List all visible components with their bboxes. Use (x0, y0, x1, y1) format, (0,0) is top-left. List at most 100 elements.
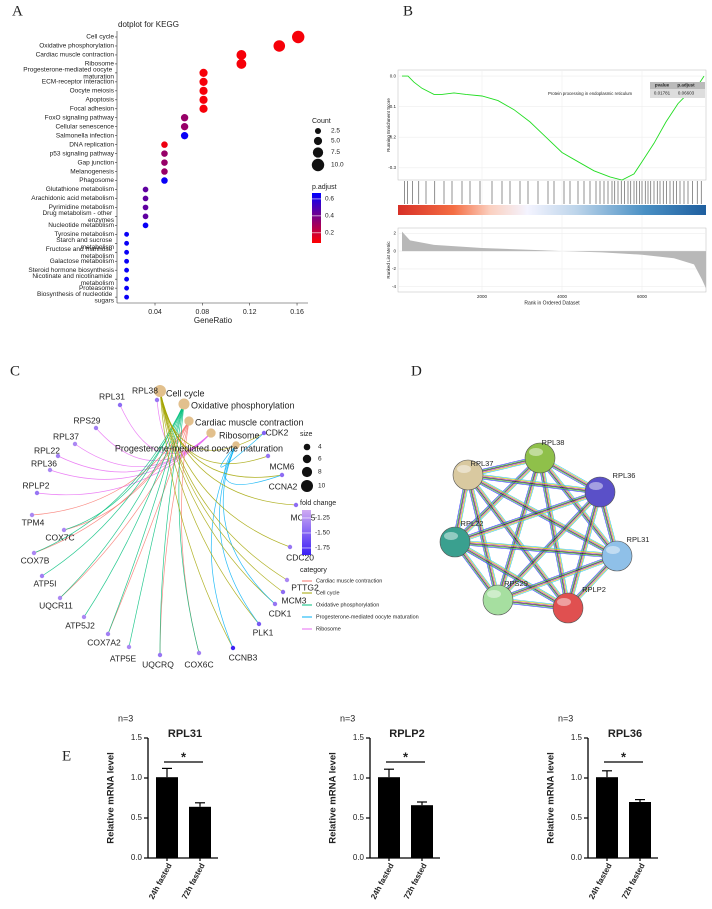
edge (467, 475, 617, 557)
y-tick-label: -0.2 (388, 134, 396, 139)
legend-size (303, 443, 311, 451)
edge (57, 432, 212, 473)
edge (159, 403, 185, 656)
x-tick-label: 4000 (557, 294, 568, 299)
legend-label: 10 (318, 483, 326, 490)
y-tick-label: Gap junction (78, 159, 115, 166)
gene-node (261, 430, 267, 436)
gene-node (157, 652, 163, 658)
gene-node (47, 467, 53, 473)
dot (124, 258, 130, 264)
edge (178, 403, 200, 654)
legend-size (311, 158, 325, 172)
y-tick-label: 0.0 (571, 853, 583, 862)
dot (199, 68, 208, 77)
dot (180, 114, 189, 122)
edge (568, 492, 601, 609)
y-tick-label: Steroid hormone biosynthesis (28, 267, 114, 274)
y-tick-label: Pyrimidine metabolism (49, 204, 114, 211)
table-header: pvalue (655, 83, 670, 88)
annotation: n=3 (118, 713, 133, 723)
legend-label: 0.6 (325, 196, 334, 203)
edge (453, 456, 540, 542)
edge (455, 540, 569, 608)
edge (496, 490, 600, 600)
gene-label: PTTG2 (291, 582, 319, 592)
gene-node (31, 550, 37, 556)
dot (161, 141, 168, 148)
gene-label: TPM4 (22, 517, 45, 527)
x-tick-label: 0.12 (243, 309, 257, 316)
edge (497, 491, 600, 600)
colorbar (312, 193, 321, 243)
y-tick-label: Fructose and mannose metabolism (46, 246, 114, 260)
gene-label: ATP5J2 (65, 620, 95, 630)
legend-label: Cardiac muscle contraction (316, 578, 382, 584)
edge (468, 474, 569, 608)
gene-label: RPL22 (34, 445, 60, 455)
node-label: RPS29 (504, 579, 528, 588)
y-tick-label: DNA replication (69, 141, 114, 148)
y-tick-label: 0.0 (131, 853, 143, 862)
dot (124, 294, 130, 300)
y-tick-label: Nicotinate and nicotinamide metabolism (32, 273, 114, 287)
edge (455, 539, 570, 607)
gene-node (72, 441, 78, 447)
category-label: Cell cycle (166, 388, 205, 398)
category-label: Oxidative phosphorylation (191, 400, 295, 410)
edge (466, 476, 617, 559)
dot (161, 150, 168, 157)
gene-label: CDK2 (266, 427, 289, 437)
dot (142, 213, 149, 220)
edge (455, 492, 601, 543)
y-tick-label: Arachidonic acid metabolism (31, 195, 114, 202)
gene-label: CDK1 (269, 608, 292, 618)
category-node (206, 428, 216, 438)
y-tick-label: Tyrosine metabolism (54, 231, 114, 238)
dot (142, 195, 149, 202)
colorbar (302, 510, 311, 555)
y-tick-label: Phagosome (79, 177, 114, 184)
edge (159, 390, 288, 581)
y-tick-label: -0.1 (388, 104, 396, 109)
edge (539, 458, 568, 609)
y-tick-label: Proteasome (79, 285, 114, 292)
edge (538, 458, 617, 558)
bar (189, 806, 211, 858)
dot (124, 231, 130, 237)
gene-node (279, 472, 285, 478)
gene-node (256, 621, 262, 627)
y-tick-label: 0.0 (353, 853, 365, 862)
node-label: RPL36 (613, 471, 636, 480)
node-shine (589, 482, 603, 490)
legend-title: category (300, 567, 327, 574)
node (452, 459, 484, 491)
legend-size (312, 147, 324, 158)
dot (161, 177, 168, 184)
y-tick-label: -2 (392, 266, 396, 271)
panel-label: C (10, 363, 20, 379)
y-tick-label: 1.0 (571, 773, 583, 782)
legend-title: fold change (300, 500, 336, 507)
gene-label: ATP5I (34, 578, 57, 588)
annotation: n=3 (558, 713, 573, 723)
legend-label: Progesterone-mediated oocyte maturation (316, 614, 419, 620)
y-tick-label: Oxidative phosphorylation (39, 43, 114, 50)
legend-size (302, 454, 312, 464)
x-axis-label: Rank in Ordered Dataset (524, 300, 580, 306)
y-tick-label: 0 (393, 248, 396, 253)
edge (540, 456, 619, 556)
edge (455, 541, 569, 608)
gene-node (55, 453, 61, 459)
node (584, 476, 616, 508)
node-shine (457, 465, 471, 473)
dot (124, 240, 130, 246)
edge (497, 457, 540, 600)
edge (222, 444, 276, 605)
dot (199, 95, 208, 104)
gene-node (29, 512, 35, 518)
edge (159, 390, 234, 649)
chart-title: dotplot for KEGG (118, 20, 179, 29)
edge (467, 475, 600, 493)
edge (467, 476, 600, 495)
